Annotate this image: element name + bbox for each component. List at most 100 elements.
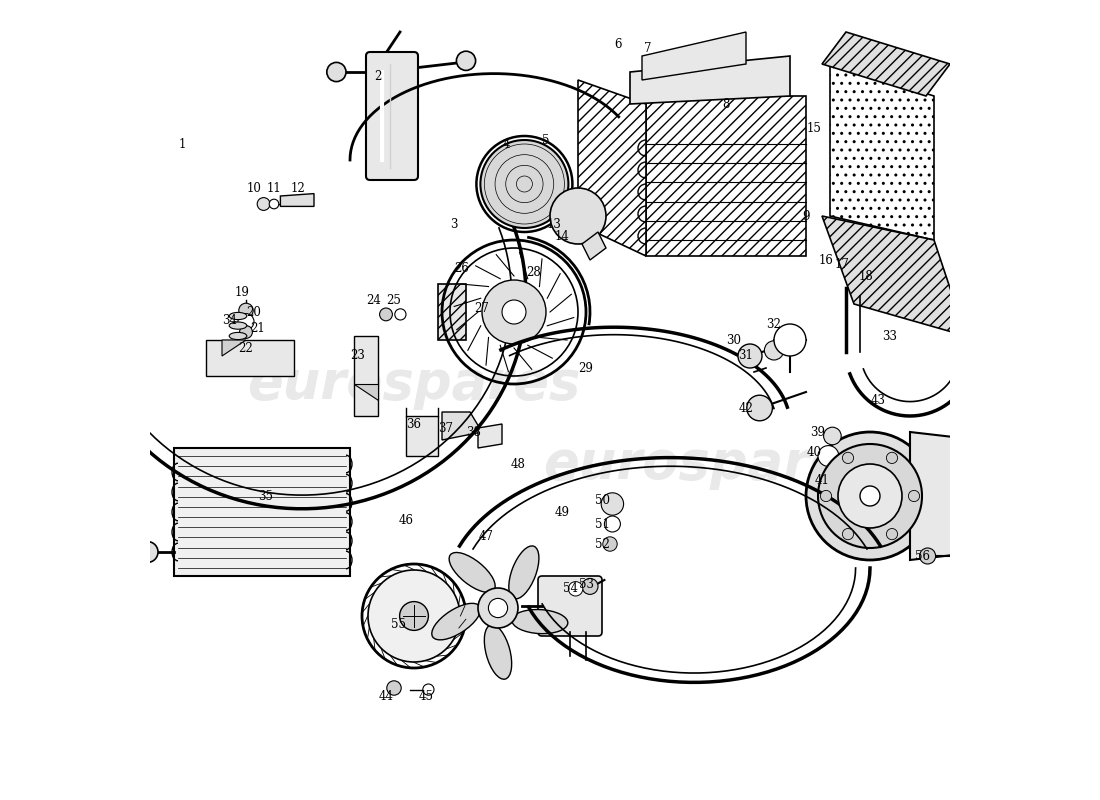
Polygon shape	[582, 232, 606, 260]
Text: 15: 15	[806, 122, 822, 134]
Circle shape	[603, 537, 617, 551]
Polygon shape	[830, 64, 934, 240]
Circle shape	[821, 490, 832, 502]
Ellipse shape	[509, 546, 539, 599]
Ellipse shape	[806, 432, 934, 560]
Text: eurospares: eurospares	[248, 358, 581, 410]
Text: 12: 12	[290, 182, 306, 194]
Polygon shape	[642, 32, 746, 80]
Text: 36: 36	[407, 418, 421, 430]
Text: 50: 50	[594, 494, 609, 506]
Text: 13: 13	[547, 218, 561, 230]
Text: 34: 34	[222, 314, 238, 326]
Circle shape	[257, 198, 270, 210]
Circle shape	[379, 308, 393, 321]
Circle shape	[387, 681, 402, 695]
Polygon shape	[406, 416, 438, 456]
Circle shape	[395, 309, 406, 320]
Text: 28: 28	[527, 266, 541, 278]
Circle shape	[582, 578, 598, 594]
Circle shape	[843, 452, 854, 463]
Circle shape	[887, 529, 898, 540]
Text: 3: 3	[450, 218, 458, 230]
Ellipse shape	[860, 486, 880, 506]
Text: 5: 5	[542, 134, 550, 146]
Text: 48: 48	[510, 458, 526, 470]
Text: 4: 4	[503, 138, 509, 150]
Text: 31: 31	[738, 350, 754, 362]
Ellipse shape	[484, 625, 512, 679]
Text: 8: 8	[723, 98, 729, 110]
Text: 7: 7	[644, 42, 651, 54]
Polygon shape	[354, 384, 378, 400]
Circle shape	[488, 598, 507, 618]
Text: 43: 43	[870, 394, 886, 406]
Text: 27: 27	[474, 302, 490, 314]
Circle shape	[738, 344, 762, 368]
Ellipse shape	[229, 322, 246, 330]
Ellipse shape	[818, 444, 922, 548]
Circle shape	[824, 427, 842, 445]
Polygon shape	[222, 340, 246, 356]
Text: 51: 51	[595, 518, 609, 530]
Ellipse shape	[550, 188, 606, 244]
Text: 20: 20	[246, 306, 262, 318]
Text: 24: 24	[366, 294, 382, 306]
Polygon shape	[442, 412, 482, 440]
Text: 47: 47	[478, 530, 494, 542]
Circle shape	[482, 280, 546, 344]
Text: 40: 40	[806, 446, 822, 458]
Text: 26: 26	[454, 262, 470, 274]
Circle shape	[478, 588, 518, 628]
Text: 52: 52	[595, 538, 609, 550]
Polygon shape	[478, 424, 502, 448]
Circle shape	[422, 684, 435, 695]
Text: 35: 35	[258, 490, 274, 502]
Text: 41: 41	[815, 474, 829, 486]
Text: 49: 49	[554, 506, 570, 518]
Text: 30: 30	[726, 334, 741, 346]
Circle shape	[604, 516, 620, 532]
Text: 39: 39	[811, 426, 825, 438]
Circle shape	[569, 582, 583, 596]
Text: 42: 42	[738, 402, 754, 414]
Text: 18: 18	[859, 270, 873, 282]
Circle shape	[270, 199, 278, 209]
Polygon shape	[646, 96, 806, 256]
Text: 10: 10	[246, 182, 262, 194]
Ellipse shape	[229, 333, 246, 340]
Polygon shape	[438, 284, 466, 340]
Circle shape	[240, 326, 252, 338]
Ellipse shape	[362, 564, 466, 668]
Polygon shape	[630, 56, 790, 104]
Ellipse shape	[432, 603, 481, 640]
Circle shape	[818, 446, 839, 466]
FancyBboxPatch shape	[174, 448, 350, 576]
Polygon shape	[206, 340, 294, 376]
Circle shape	[502, 300, 526, 324]
Text: 14: 14	[554, 230, 570, 242]
Text: 32: 32	[767, 318, 781, 330]
Circle shape	[920, 548, 936, 564]
Ellipse shape	[368, 570, 460, 662]
Text: 37: 37	[439, 422, 453, 434]
Circle shape	[843, 529, 854, 540]
Text: 1: 1	[178, 138, 186, 150]
Text: 55: 55	[390, 618, 406, 630]
Text: 21: 21	[251, 322, 265, 334]
Text: 25: 25	[386, 294, 402, 306]
Text: 11: 11	[266, 182, 282, 194]
Text: 6: 6	[614, 38, 622, 50]
Text: 44: 44	[378, 690, 394, 702]
Text: eurospares: eurospares	[543, 438, 877, 490]
Polygon shape	[822, 32, 950, 96]
Text: 45: 45	[418, 690, 433, 702]
Text: 2: 2	[374, 70, 382, 82]
Ellipse shape	[512, 610, 568, 634]
Ellipse shape	[229, 312, 246, 319]
Circle shape	[747, 395, 772, 421]
Text: 38: 38	[466, 426, 482, 438]
Polygon shape	[578, 80, 646, 256]
Ellipse shape	[449, 553, 495, 592]
Text: 46: 46	[398, 514, 414, 526]
